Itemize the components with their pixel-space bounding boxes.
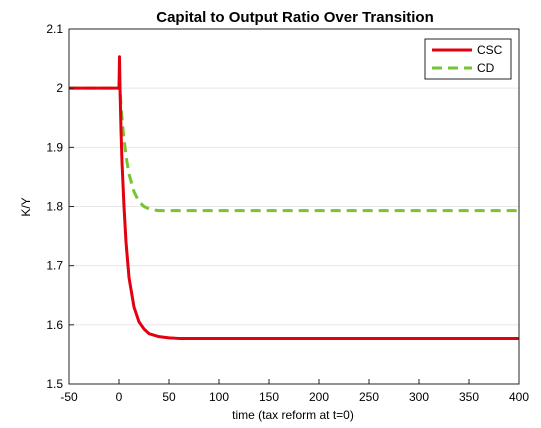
y-axis-label: K/Y <box>19 197 33 216</box>
x-tick-label: 350 <box>459 390 479 404</box>
y-tick-label: 1.6 <box>46 318 63 332</box>
plot-series <box>69 55 519 340</box>
y-tick-label: 1.8 <box>46 200 63 214</box>
series-line-cd <box>69 74 519 213</box>
axis-ticks: 1.5 1.6 1.7 1.8 1.9 2 2.1 -50 0 50 100 150 200 250 300… <box>46 22 529 404</box>
x-axis-label: time (tax reform at t=0) <box>232 408 354 422</box>
legend-label-cd: CD <box>477 61 495 75</box>
x-tick-label: 200 <box>309 390 329 404</box>
x-tick-label: 250 <box>359 390 379 404</box>
x-tick-label: 100 <box>209 390 229 404</box>
legend: CSC CD <box>424 38 512 80</box>
y-tick-label: 1.5 <box>46 377 63 391</box>
x-tick-label: 150 <box>259 390 279 404</box>
series-line-csc <box>69 55 519 340</box>
x-tick-label: -50 <box>60 390 78 404</box>
y-tick-label: 1.9 <box>46 140 63 154</box>
chart-title: Capital to Output Ratio Over Transition <box>156 9 434 26</box>
y-tick-label: 2.1 <box>46 22 63 36</box>
x-tick-label: 400 <box>509 390 529 404</box>
legend-label-csc: CSC <box>477 43 503 57</box>
grid <box>69 28 519 385</box>
legend-box <box>424 38 512 80</box>
x-tick-label: 0 <box>116 390 123 404</box>
y-tick-label: 1.7 <box>46 259 63 273</box>
x-tick-label: 300 <box>409 390 429 404</box>
x-tick-label: 50 <box>162 390 176 404</box>
y-tick-label: 2 <box>56 81 63 95</box>
